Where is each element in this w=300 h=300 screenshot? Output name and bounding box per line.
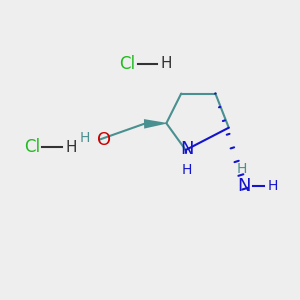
Text: H: H (237, 162, 247, 176)
Text: N: N (237, 177, 250, 195)
Text: O: O (97, 130, 111, 148)
Text: H: H (267, 179, 278, 193)
Text: H: H (182, 163, 192, 177)
Text: Cl: Cl (24, 138, 40, 156)
Text: H: H (65, 140, 77, 154)
Text: Cl: Cl (119, 55, 135, 73)
Text: H: H (160, 56, 172, 71)
Text: N: N (180, 140, 194, 158)
Text: H: H (80, 131, 90, 145)
Polygon shape (144, 119, 167, 129)
